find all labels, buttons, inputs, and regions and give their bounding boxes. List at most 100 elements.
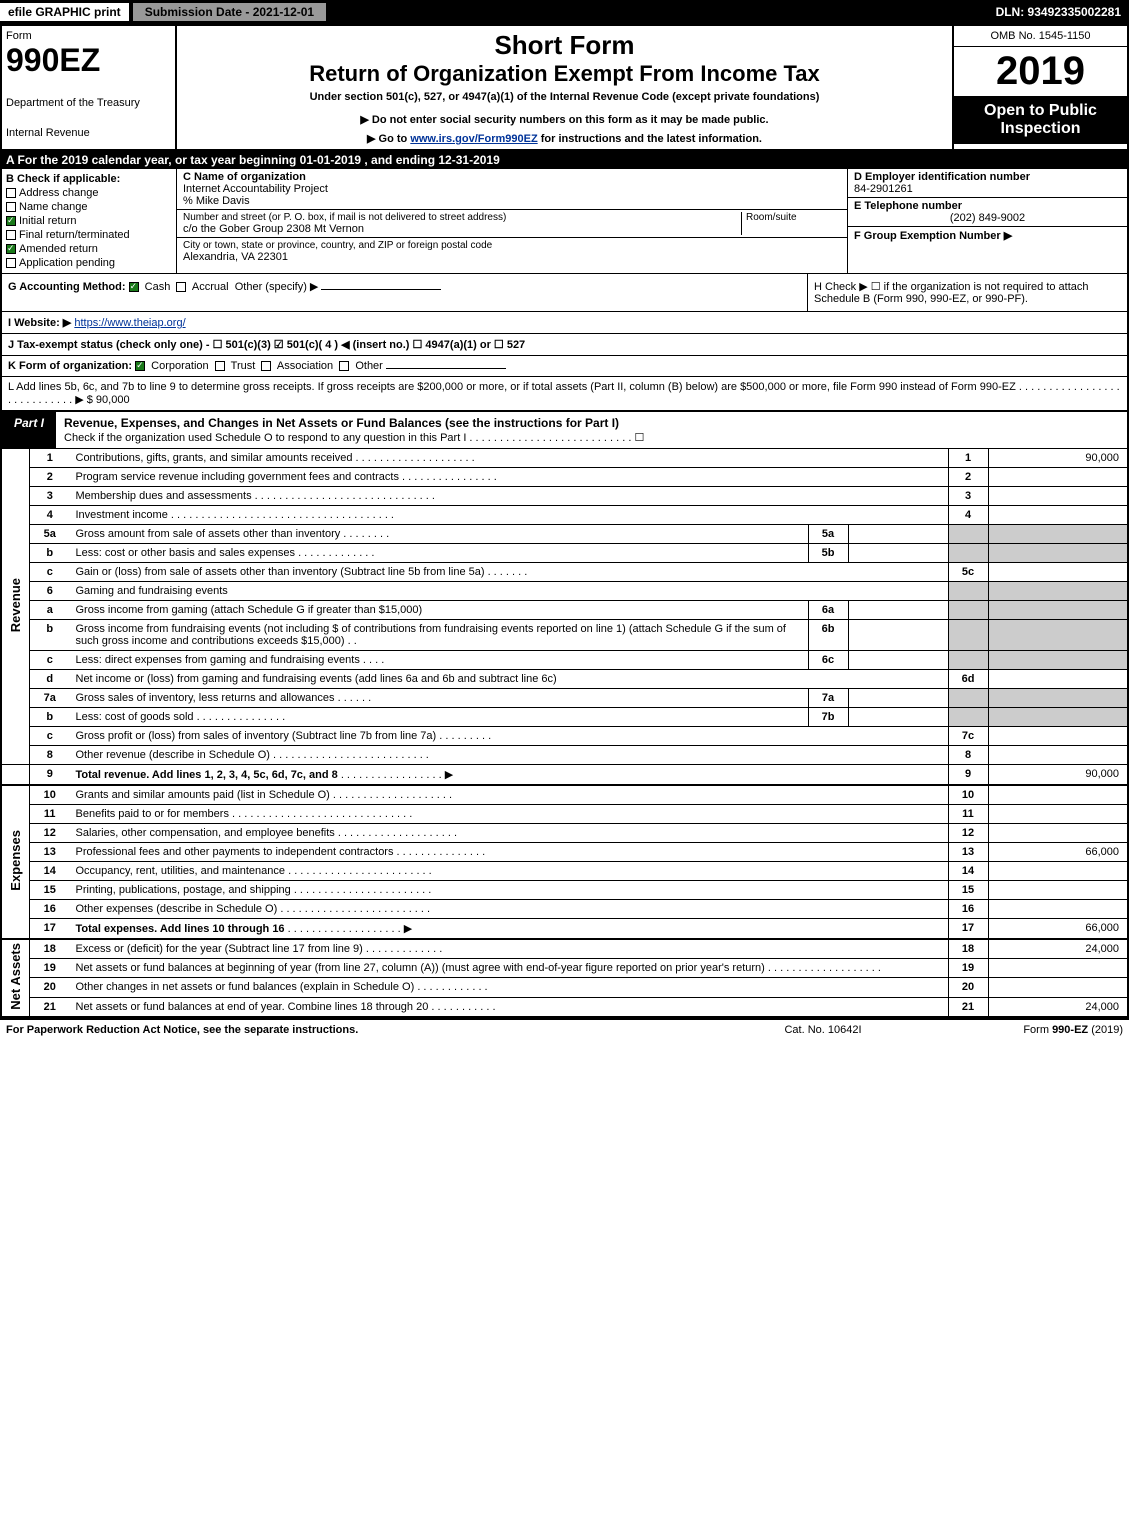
- line-6d-row: d Net income or (loss) from gaming and f…: [1, 670, 1128, 689]
- line-5c-row: c Gain or (loss) from sale of assets oth…: [1, 563, 1128, 582]
- line-13-num: 13: [30, 843, 70, 862]
- line-6a-desc: Gross income from gaming (attach Schedul…: [76, 604, 423, 616]
- other-specify-field[interactable]: [321, 289, 441, 290]
- line-9-desc: Total revenue. Add lines 1, 2, 3, 4, 5c,…: [76, 769, 338, 781]
- department-line1: Department of the Treasury: [6, 97, 171, 109]
- part-1-table: Revenue 1 Contributions, gifts, grants, …: [0, 449, 1129, 1018]
- website-link[interactable]: https://www.theiap.org/: [74, 317, 185, 329]
- line-4-desc: Investment income: [76, 509, 168, 521]
- line-19-desc: Net assets or fund balances at beginning…: [76, 962, 765, 974]
- line-17-row: 17 Total expenses. Add lines 10 through …: [1, 919, 1128, 940]
- line-7a-subval: [848, 689, 948, 708]
- line-11-row: 11 Benefits paid to or for members . . .…: [1, 805, 1128, 824]
- chk-other-org[interactable]: [339, 361, 349, 371]
- line-6-desc: Gaming and fundraising events: [76, 585, 228, 597]
- chk-corporation[interactable]: [135, 361, 145, 371]
- line-7a-sub: 7a: [808, 689, 848, 708]
- catalog-number: Cat. No. 10642I: [723, 1024, 923, 1036]
- submission-date: Submission Date - 2021-12-01: [133, 3, 326, 21]
- chk-address-change[interactable]: Address change: [6, 187, 172, 199]
- line-15-col: 15: [948, 881, 988, 900]
- line-7c-desc: Gross profit or (loss) from sales of inv…: [76, 730, 437, 742]
- form-title-block: Short Form Return of Organization Exempt…: [177, 26, 952, 149]
- section-b-label: B Check if applicable:: [6, 173, 172, 185]
- line-6b-desc: Gross income from fundraising events (no…: [76, 623, 786, 647]
- line-20-val: [988, 978, 1128, 997]
- chk-final-return[interactable]: Final return/terminated: [6, 229, 172, 241]
- part-1-header: Part I Revenue, Expenses, and Changes in…: [0, 412, 1129, 449]
- line-2-val: [988, 468, 1128, 487]
- omb-number: OMB No. 1545-1150: [954, 26, 1127, 47]
- efile-print-label[interactable]: efile GRAPHIC print: [0, 3, 129, 21]
- under-section-text: Under section 501(c), 527, or 4947(a)(1)…: [181, 91, 948, 103]
- chk-accrual[interactable]: [176, 282, 186, 292]
- org-name-label: C Name of organization: [183, 171, 841, 183]
- line-7b-shaded-val: [988, 708, 1128, 727]
- chk-application-pending[interactable]: Application pending: [6, 257, 172, 269]
- line-20-num: 20: [30, 978, 70, 997]
- line-7b-shaded: [948, 708, 988, 727]
- line-6c-shaded-val: [988, 651, 1128, 670]
- line-3-num: 3: [30, 487, 70, 506]
- line-3-col: 3: [948, 487, 988, 506]
- line-18-val: 24,000: [988, 939, 1128, 959]
- line-1-col: 1: [948, 449, 988, 468]
- line-17-num: 17: [30, 919, 70, 940]
- chk-application-pending-label: Application pending: [19, 257, 115, 269]
- expenses-side-label: Expenses: [8, 830, 23, 891]
- line-6-row: 6 Gaming and fundraising events: [1, 582, 1128, 601]
- page-footer: For Paperwork Reduction Act Notice, see …: [0, 1018, 1129, 1040]
- line-6b-row: b Gross income from fundraising events (…: [1, 620, 1128, 651]
- line-19-val: [988, 959, 1128, 978]
- line-5c-col: 5c: [948, 563, 988, 582]
- return-title: Return of Organization Exempt From Incom…: [181, 61, 948, 87]
- line-18-col: 18: [948, 939, 988, 959]
- line-12-col: 12: [948, 824, 988, 843]
- line-17-col: 17: [948, 919, 988, 940]
- other-org-field[interactable]: [386, 368, 506, 369]
- chk-association[interactable]: [261, 361, 271, 371]
- chk-amended-return[interactable]: Amended return: [6, 243, 172, 255]
- form-ref-num: 990-EZ: [1052, 1024, 1088, 1036]
- tax-period-row: A For the 2019 calendar year, or tax yea…: [0, 151, 1129, 169]
- chk-initial-return[interactable]: Initial return: [6, 215, 172, 227]
- short-form-title: Short Form: [181, 30, 948, 61]
- line-10-val: [988, 785, 1128, 805]
- street-label: Number and street (or P. O. box, if mail…: [183, 212, 741, 223]
- form-number: 990EZ: [6, 42, 171, 79]
- line-6c-desc: Less: direct expenses from gaming and fu…: [76, 654, 360, 666]
- line-11-val: [988, 805, 1128, 824]
- association-label: Association: [277, 360, 333, 372]
- line-8-col: 8: [948, 746, 988, 765]
- line-6a-sub: 6a: [808, 601, 848, 620]
- line-6d-val: [988, 670, 1128, 689]
- line-3-row: 3 Membership dues and assessments . . . …: [1, 487, 1128, 506]
- chk-address-change-label: Address change: [19, 187, 99, 199]
- ein-label: D Employer identification number: [854, 171, 1121, 183]
- city-value: Alexandria, VA 22301: [183, 251, 841, 263]
- line-21-desc: Net assets or fund balances at end of ye…: [76, 1001, 429, 1013]
- line-16-val: [988, 900, 1128, 919]
- chk-trust[interactable]: [215, 361, 225, 371]
- line-7a-row: 7a Gross sales of inventory, less return…: [1, 689, 1128, 708]
- chk-cash[interactable]: [129, 282, 139, 292]
- trust-label: Trust: [231, 360, 256, 372]
- line-13-desc: Professional fees and other payments to …: [76, 846, 394, 858]
- room-suite-label: Room/suite: [746, 212, 841, 223]
- paperwork-notice: For Paperwork Reduction Act Notice, see …: [6, 1024, 723, 1036]
- line-5b-desc: Less: cost or other basis and sales expe…: [76, 547, 296, 559]
- line-19-num: 19: [30, 959, 70, 978]
- line-7c-val: [988, 727, 1128, 746]
- part-1-subtitle: Check if the organization used Schedule …: [64, 432, 644, 444]
- line-7a-num: 7a: [30, 689, 70, 708]
- line-14-num: 14: [30, 862, 70, 881]
- org-info-block: B Check if applicable: Address change Na…: [0, 169, 1129, 274]
- chk-name-change[interactable]: Name change: [6, 201, 172, 213]
- website-row: I Website: ▶ https://www.theiap.org/: [0, 312, 1129, 334]
- accounting-method-row: G Accounting Method: Cash Accrual Other …: [0, 274, 1129, 312]
- irs-link[interactable]: www.irs.gov/Form990EZ: [410, 133, 537, 145]
- line-14-desc: Occupancy, rent, utilities, and maintena…: [76, 865, 286, 877]
- line-9-col: 9: [948, 765, 988, 786]
- line-5a-shaded: [948, 525, 988, 544]
- dln-number: DLN: 93492335002281: [988, 3, 1129, 21]
